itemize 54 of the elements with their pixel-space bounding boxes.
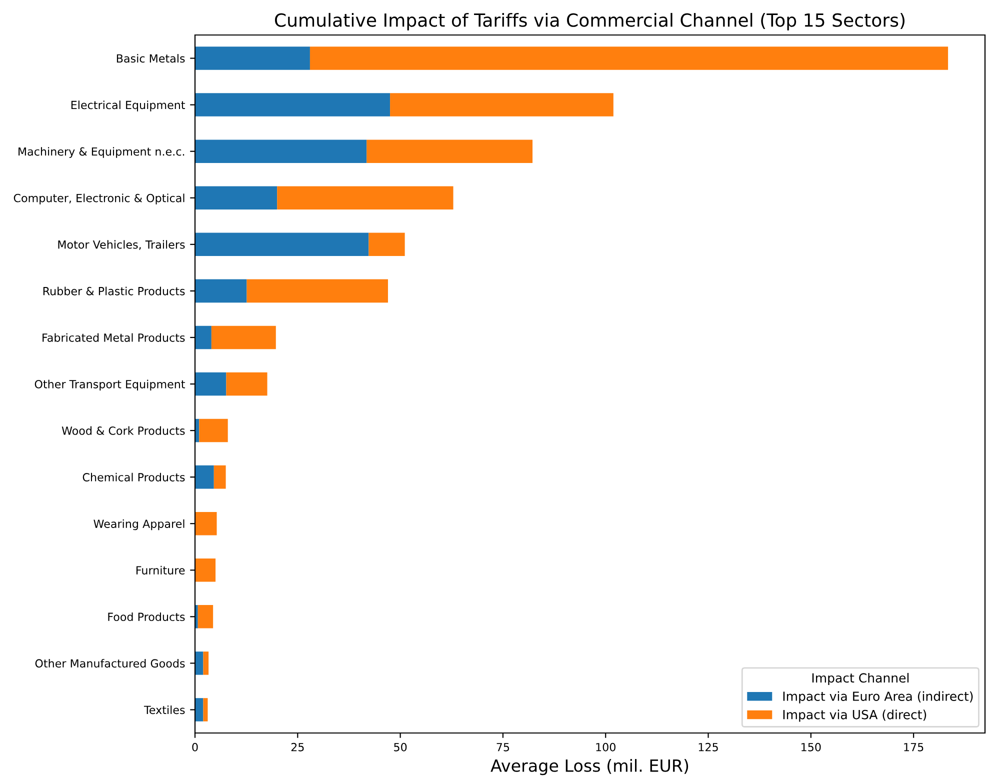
bar <box>368 232 405 256</box>
y-tick-label: Food Products <box>108 612 185 622</box>
bar <box>195 46 310 70</box>
y-tick-label: Rubber & Plastic Products <box>43 286 185 296</box>
bar <box>195 512 217 536</box>
bar <box>195 652 204 675</box>
y-tick-label: Other Manufactured Goods <box>35 658 185 668</box>
bar <box>211 326 276 350</box>
y-tick-label: Computer, Electronic & Optical <box>14 194 184 204</box>
y-tick-label: Wood & Cork Products <box>62 426 185 435</box>
x-axis-title: Average Loss (mil. EUR) <box>490 759 688 776</box>
y-tick-label: Basic Metals <box>116 54 185 63</box>
y-tick-label: Motor Vehicles, Trailers <box>58 240 185 250</box>
bar <box>195 140 367 163</box>
legend-label: Impact via Euro Area (indirect) <box>783 691 973 704</box>
legend-label: Impact via USA (direct) <box>783 710 926 722</box>
x-tick-label: 25 <box>291 742 304 752</box>
y-tick-label: Textiles <box>144 706 185 714</box>
x-tick-label: 100 <box>596 742 616 752</box>
bar <box>195 93 390 116</box>
bar <box>277 186 454 210</box>
x-tick-label: 0 <box>192 742 198 752</box>
y-tick-label: Furniture <box>136 566 185 575</box>
x-tick-label: 50 <box>394 742 407 752</box>
bar <box>195 465 214 489</box>
bar <box>203 698 208 722</box>
y-tick-label: Other Transport Equipment <box>34 380 186 391</box>
bar <box>390 93 614 116</box>
bar <box>195 698 204 722</box>
bar <box>195 186 278 210</box>
y-tick-label: Machinery & Equipment n.e.c. <box>18 147 184 158</box>
bar <box>195 372 226 396</box>
y-tick-label: Electrical Equipment <box>71 100 186 112</box>
bar <box>198 605 214 628</box>
x-tick-label: 150 <box>802 742 821 752</box>
bar <box>199 418 228 442</box>
chart-title: Cumulative Impact of Tariffs via Commercial Channel (Top 15 Sectors) <box>274 12 904 30</box>
x-tick-label: 125 <box>698 742 718 752</box>
bar <box>203 652 209 675</box>
bar <box>195 279 247 303</box>
x-tick-label: 175 <box>904 743 924 752</box>
y-tick-label: Wearing Apparel <box>94 519 184 530</box>
legend-title: Impact Channel <box>812 672 909 686</box>
bar <box>195 326 212 350</box>
bar <box>246 279 388 303</box>
y-tick-label: Chemical Products <box>82 472 185 482</box>
bar <box>226 372 268 396</box>
bar <box>366 140 533 163</box>
y-tick-label: Fabricated Metal Products <box>42 333 185 342</box>
x-tick-label: 75 <box>496 743 510 752</box>
bar <box>195 232 369 256</box>
bar <box>214 465 226 489</box>
bar <box>195 558 216 582</box>
bar <box>310 46 948 70</box>
